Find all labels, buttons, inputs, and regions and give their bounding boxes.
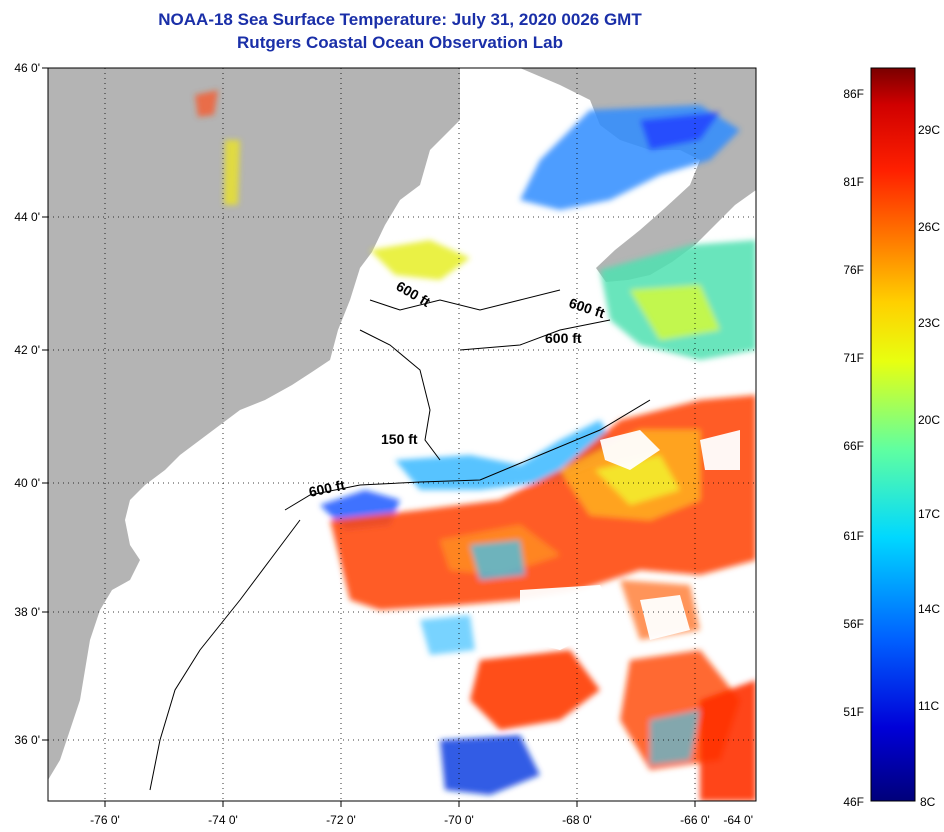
- colorbar-fahrenheit-labels: 86F 81F 76F 71F 66F 61F 56F 51F 46F: [843, 87, 864, 809]
- colorbar-c-label: 26C: [918, 220, 940, 234]
- lat-tick-label: 46 0': [14, 61, 40, 75]
- lat-tick-label: 36 0': [14, 733, 40, 747]
- lat-tick-label: 44 0': [14, 210, 40, 224]
- contour-label: 600 ft: [307, 477, 346, 500]
- colorbar-f-label: 86F: [843, 87, 864, 101]
- lon-tick-label: -76 0': [90, 813, 120, 827]
- lon-tick-label: -64 0': [723, 813, 753, 827]
- lon-tick-label: -70 0': [444, 813, 474, 827]
- colorbar-f-label: 81F: [843, 175, 864, 189]
- colorbar: [870, 67, 916, 802]
- map-subtitle: Rutgers Coastal Ocean Observation Lab: [237, 33, 563, 52]
- contour-label: 150 ft: [381, 431, 418, 447]
- colorbar-c-label: 29C: [918, 123, 940, 137]
- lon-tick-label: -72 0': [326, 813, 356, 827]
- map-title: NOAA-18 Sea Surface Temperature: July 31…: [158, 10, 642, 29]
- colorbar-f-label: 51F: [843, 705, 864, 719]
- colorbar-f-label: 56F: [843, 617, 864, 631]
- contour-label: 600 ft: [545, 330, 582, 346]
- lon-tick-label: -68 0': [562, 813, 592, 827]
- colorbar-f-label: 61F: [843, 529, 864, 543]
- colorbar-f-label: 66F: [843, 439, 864, 453]
- colorbar-c-label: 23C: [918, 316, 940, 330]
- lon-labels: -76 0' -74 0' -72 0' -70 0' -68 0' -66 0…: [90, 813, 753, 827]
- colorbar-f-label: 76F: [843, 263, 864, 277]
- lat-tick-label: 40 0': [14, 476, 40, 490]
- land-us: [48, 68, 460, 780]
- colorbar-c-label: 14C: [918, 602, 940, 616]
- map-frame: [47, 67, 757, 802]
- graticule: [48, 68, 756, 801]
- bathymetry-contours: [149, 289, 651, 791]
- colorbar-f-label: 71F: [843, 351, 864, 365]
- lon-tick-label: -74 0': [208, 813, 238, 827]
- colorbar-c-label: 20C: [918, 413, 940, 427]
- colorbar-celsius-labels: 29C 26C 23C 20C 17C 14C 11C 8C: [918, 123, 940, 809]
- colorbar-c-label: 17C: [918, 507, 940, 521]
- lat-labels: 46 0' 44 0' 42 0' 40 0' 38 0' 36 0': [14, 61, 40, 747]
- axis-ticks: [42, 67, 696, 807]
- lat-tick-label: 42 0': [14, 343, 40, 357]
- cloud-mask: [520, 430, 740, 650]
- lat-tick-label: 38 0': [14, 605, 40, 619]
- colorbar-f-label: 46F: [843, 795, 864, 809]
- colorbar-c-label: 11C: [918, 699, 939, 713]
- lon-tick-label: -66 0': [680, 813, 710, 827]
- colorbar-c-label: 8C: [920, 795, 936, 809]
